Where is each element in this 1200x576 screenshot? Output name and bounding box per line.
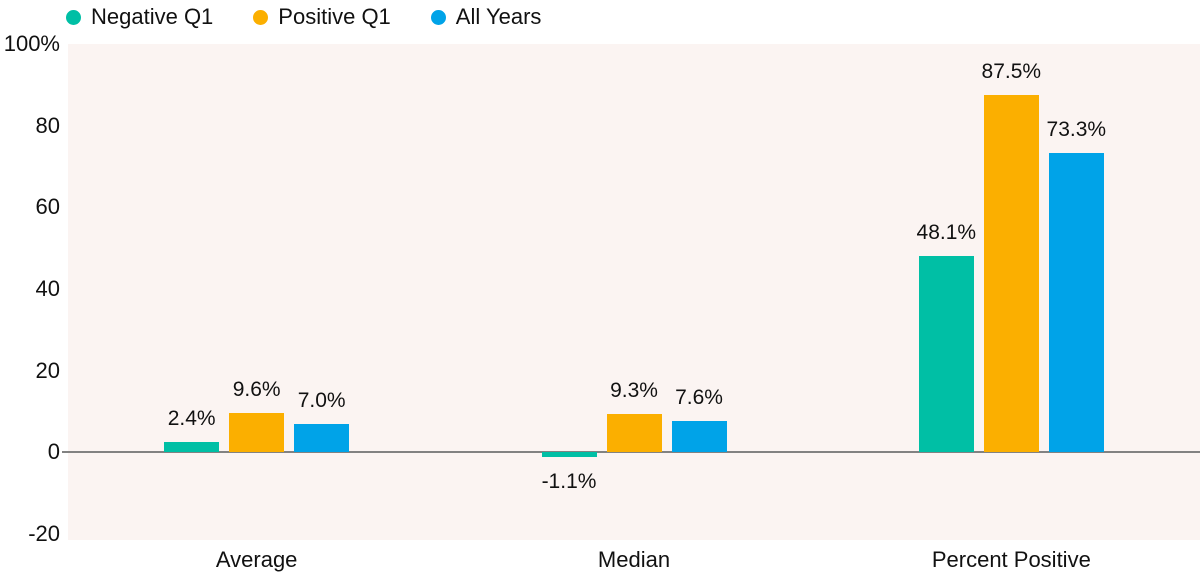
legend-label: Negative Q1 bbox=[91, 4, 214, 29]
bar-value-label: 9.3% bbox=[610, 379, 658, 403]
bar-value-label: 87.5% bbox=[981, 60, 1042, 84]
legend-item-0: Negative Q1 bbox=[66, 4, 213, 30]
bar-all-years-percent-positive bbox=[1048, 152, 1104, 453]
x-axis-category-label: Median bbox=[597, 547, 671, 572]
chart-legend: Negative Q1 Positive Q1 All Years bbox=[66, 4, 541, 30]
bar-positive-q1-median bbox=[606, 414, 662, 453]
bar-value-label: -1.1% bbox=[541, 469, 597, 493]
legend-item-2: All Years bbox=[430, 4, 542, 30]
bar-negative-q1-percent-positive bbox=[918, 255, 974, 453]
y-axis-tick-label: 20 bbox=[35, 357, 60, 383]
legend-dot-icon bbox=[66, 9, 81, 25]
bar-value-label: 7.0% bbox=[297, 388, 346, 412]
bar-value-label: 48.1% bbox=[916, 220, 977, 244]
bar-positive-q1-average bbox=[229, 413, 285, 453]
bar-positive-q1-percent-positive bbox=[983, 95, 1039, 453]
y-axis-tick-label: 100% bbox=[3, 31, 60, 56]
bar-all-years-median bbox=[671, 421, 727, 453]
bar-value-label: 7.6% bbox=[675, 386, 723, 410]
legend-label: All Years bbox=[455, 4, 542, 29]
x-axis-category-label: Average bbox=[215, 547, 298, 572]
bar-value-label: 73.3% bbox=[1046, 117, 1107, 141]
y-axis-tick-label: -20 bbox=[28, 520, 60, 546]
y-axis-tick-label: 60 bbox=[35, 194, 60, 220]
bar-value-label: 2.4% bbox=[167, 407, 216, 431]
zero-axis-line bbox=[62, 451, 1200, 454]
y-axis-tick-label: 80 bbox=[35, 112, 60, 138]
legend-label: Positive Q1 bbox=[278, 4, 391, 29]
bar-all-years-average bbox=[294, 423, 350, 453]
y-axis-tick-label: 0 bbox=[47, 439, 60, 465]
bar-negative-q1-average bbox=[164, 442, 220, 453]
bar-value-label: 9.6% bbox=[232, 378, 281, 402]
bar-negative-q1-median bbox=[541, 452, 597, 457]
x-axis-category-label: Percent Positive bbox=[931, 547, 1091, 572]
legend-dot-icon bbox=[430, 9, 446, 25]
y-axis-tick-label: 40 bbox=[35, 275, 60, 301]
legend-dot-icon bbox=[253, 9, 269, 25]
legend-item-1: Positive Q1 bbox=[253, 4, 391, 30]
